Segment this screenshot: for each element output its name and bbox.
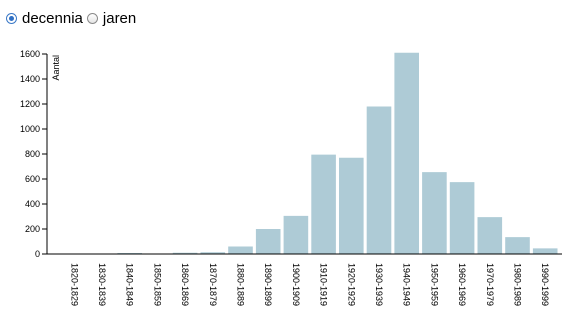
x-tick-label: 1890-1899 — [263, 263, 273, 306]
x-tick-label: 1970-1979 — [485, 263, 495, 306]
option-decennia[interactable]: decennia — [6, 10, 83, 27]
x-tick-label: 1820-1829 — [69, 263, 79, 306]
granularity-radio-group: decennia jaren — [6, 8, 140, 28]
decennia-radio[interactable] — [6, 12, 17, 24]
option-jaren[interactable]: jaren — [86, 9, 137, 27]
y-tick-label: 200 — [25, 224, 40, 234]
bar-1900-1909[interactable] — [283, 215, 309, 254]
y-tick-label: 1400 — [20, 74, 40, 84]
x-tick-label: 1880-1889 — [236, 263, 246, 306]
x-axis: 1820-1829 1830-1839 1840-1849 1850-1859 1860… — [47, 253, 562, 306]
y-tick-label: 600 — [25, 174, 40, 184]
x-tick-label: 1840-1849 — [125, 263, 135, 306]
bar-1950-1959[interactable] — [422, 172, 447, 254]
x-tick-label: 1960-1969 — [457, 263, 467, 306]
y-tick-label: 0 — [35, 249, 40, 259]
bar-1860-1869[interactable] — [172, 252, 198, 254]
x-tick-label: 1940-1949 — [402, 263, 412, 306]
jaren-label: jaren — [102, 9, 137, 27]
y-tick-label: 1600 — [20, 49, 40, 59]
x-tick-label: 1910-1919 — [319, 263, 329, 306]
bar-1880-1889[interactable] — [228, 246, 253, 255]
bars — [62, 52, 558, 255]
decennia-label: decennia — [22, 9, 83, 27]
y-tick-label: 800 — [25, 149, 40, 159]
bar-1930-1939[interactable] — [366, 106, 392, 255]
bar-1960-1969[interactable] — [449, 182, 475, 254]
x-tick-label: 1870-1879 — [208, 263, 218, 306]
y-tick-label: 400 — [25, 199, 40, 209]
bar-1870-1879[interactable] — [200, 252, 226, 254]
x-tick-label: 1850-1859 — [152, 263, 162, 306]
bar-1980-1989[interactable] — [505, 237, 530, 254]
x-tick-label: 1930-1939 — [374, 263, 384, 306]
x-tick-label: 1920-1929 — [346, 263, 356, 306]
x-tick-label: 1860-1869 — [180, 263, 190, 306]
x-tick-label: 1900-1909 — [291, 263, 301, 306]
y-axis: 0 200 400 600 800 1000 1200 1400 1600 Aantal — [20, 49, 61, 259]
bar-1990-1999[interactable] — [532, 248, 558, 254]
x-tick-label: 1950-1959 — [429, 263, 439, 306]
bar-1940-1949[interactable] — [394, 52, 419, 254]
jaren-radio[interactable] — [86, 12, 98, 24]
x-tick-label: 1990-1999 — [540, 263, 550, 306]
bar-1910-1919[interactable] — [311, 154, 336, 254]
y-axis-label: Aantal — [51, 55, 61, 81]
y-tick-label: 1000 — [20, 124, 40, 134]
x-tick-label: 1830-1839 — [97, 263, 107, 306]
x-tick-label: 1980-1989 — [513, 263, 523, 306]
y-tick-label: 1200 — [20, 99, 40, 109]
bar-1890-1899[interactable] — [255, 229, 281, 254]
bar-1970-1979[interactable] — [477, 217, 503, 254]
bar-1920-1929[interactable] — [339, 157, 364, 254]
